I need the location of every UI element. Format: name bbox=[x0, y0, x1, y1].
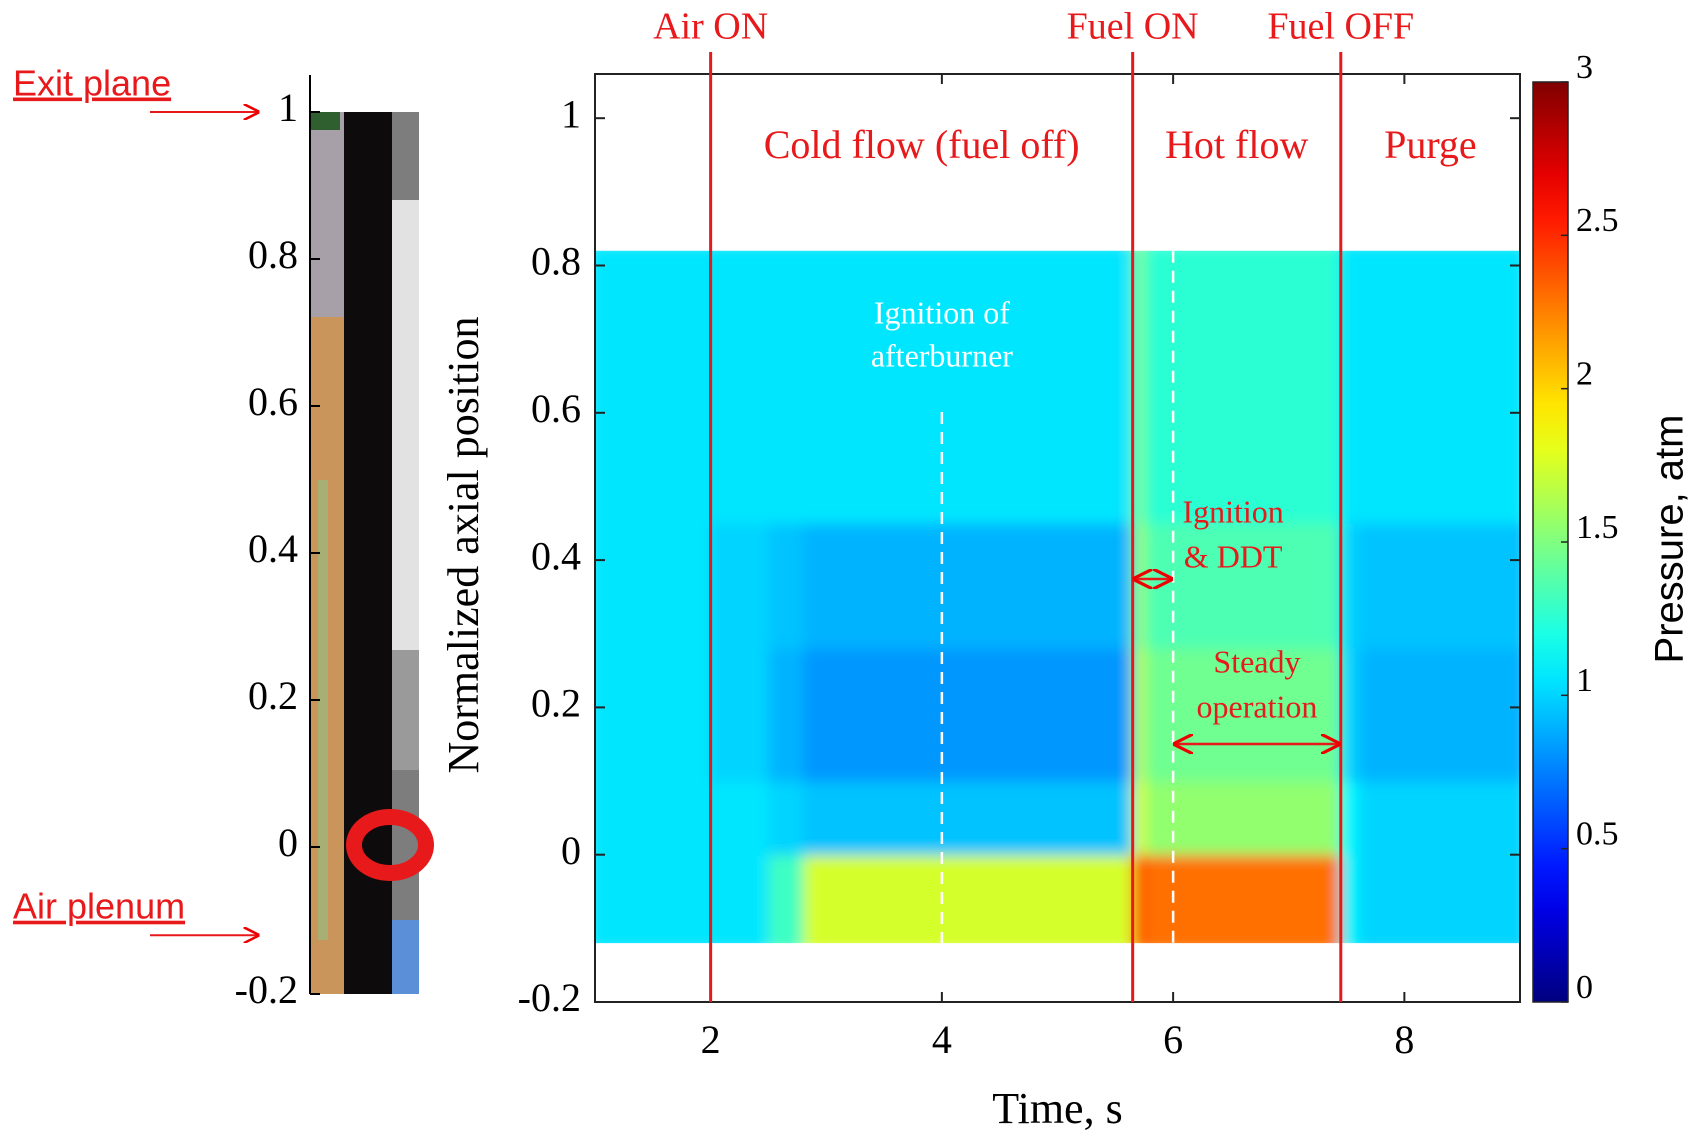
dashed-line-label: afterburner bbox=[871, 337, 1013, 373]
heatmap-cell bbox=[1340, 854, 1359, 944]
heatmap-cell bbox=[1340, 250, 1359, 524]
heatmap-cell bbox=[803, 781, 1134, 856]
x-tick-label: 6 bbox=[1163, 1017, 1183, 1062]
colorbar-tick-label: 1 bbox=[1576, 662, 1593, 699]
colorbar-tick-label: 2.5 bbox=[1576, 202, 1619, 239]
heatmap-cell bbox=[803, 523, 1134, 649]
y-tick-label: 0.8 bbox=[531, 239, 581, 284]
interval-label: operation bbox=[1197, 688, 1318, 724]
heatmap-cell bbox=[803, 250, 1134, 524]
y-tick-label: 0.4 bbox=[531, 533, 581, 578]
engine-photo bbox=[310, 112, 434, 994]
interval-label: Ignition bbox=[1182, 493, 1283, 529]
heatmap-cell bbox=[595, 781, 712, 856]
heatmap-cell bbox=[768, 781, 804, 856]
heatmap-cell bbox=[1132, 648, 1145, 782]
y-tick-label: 0.6 bbox=[248, 379, 298, 424]
heatmap-cell bbox=[595, 648, 712, 782]
x-tick-label: 2 bbox=[701, 1017, 721, 1062]
heatmap-cell bbox=[803, 648, 1134, 782]
y-tick-label: 0.8 bbox=[248, 232, 298, 277]
phase-label: Purge bbox=[1384, 122, 1477, 167]
heatmap-cell bbox=[710, 854, 769, 944]
heatmap-cell bbox=[1144, 523, 1342, 649]
y-tick-label: 0 bbox=[278, 820, 298, 865]
colorbar-tick-label: 3 bbox=[1576, 49, 1593, 86]
colorbar-tick-label: 1.5 bbox=[1576, 509, 1619, 546]
heatmap-cell bbox=[1340, 523, 1359, 649]
phase-label: Cold flow (fuel off) bbox=[764, 122, 1080, 167]
y-tick-label: 0.4 bbox=[248, 526, 298, 571]
phase-label: Hot flow bbox=[1165, 122, 1308, 167]
heatmap-cell bbox=[768, 648, 804, 782]
y-tick-label: -0.2 bbox=[235, 967, 298, 1012]
heatmap-cell bbox=[1132, 854, 1145, 944]
heatmap-cells bbox=[595, 250, 1520, 944]
heatmap-cell bbox=[595, 250, 712, 524]
y-tick-label: 1 bbox=[278, 85, 298, 130]
heatmap-cell bbox=[710, 648, 769, 782]
pressure-map: 2 4 6 8 -0.2 0 0.2 0.4 0.6 0.8 1 Time, s Normalized … bbox=[439, 6, 1691, 1133]
heatmap-cell bbox=[595, 854, 712, 944]
heatmap-smooth bbox=[595, 250, 1520, 944]
heatmap-cell bbox=[1144, 781, 1342, 856]
x-tick-label: 8 bbox=[1394, 1017, 1414, 1062]
dashed-line-label: Ignition of bbox=[874, 294, 1010, 330]
interval-label: & DDT bbox=[1184, 538, 1283, 574]
heatmap-cell bbox=[1132, 781, 1145, 856]
colorbar-tick-label: 0 bbox=[1576, 969, 1593, 1006]
heatmap-cell bbox=[768, 523, 804, 649]
heatmap-cell bbox=[1132, 523, 1145, 649]
annotation-label: Air plenum bbox=[13, 886, 185, 927]
colorbar-tick-label: 0.5 bbox=[1576, 815, 1619, 852]
y-tick-label: 0.6 bbox=[531, 386, 581, 431]
heatmap-cell bbox=[1144, 250, 1342, 524]
event-label: Air ON bbox=[653, 6, 768, 48]
interval-label: Steady bbox=[1213, 643, 1300, 679]
y-tick-label: 1 bbox=[561, 91, 581, 136]
heatmap-cell bbox=[710, 523, 769, 649]
y-tick-label: 0.2 bbox=[531, 681, 581, 726]
y-tick-label: 0 bbox=[561, 828, 581, 873]
event-label: Fuel ON bbox=[1067, 6, 1199, 48]
heatmap-cell bbox=[768, 854, 804, 944]
y-tick-label: 0.2 bbox=[248, 673, 298, 718]
heatmap-cell bbox=[1358, 250, 1520, 524]
heatmap-cell bbox=[1358, 854, 1520, 944]
heatmap-cell bbox=[1340, 781, 1359, 856]
y-tick-label: -0.2 bbox=[518, 975, 581, 1020]
plot-frame bbox=[594, 73, 1521, 1003]
strip-axis: -0.2 0 0.2 0.4 0.6 0.8 1 Exit plane Air plenum bbox=[13, 63, 320, 1012]
heatmap-cell bbox=[710, 250, 769, 524]
heatmap-cell bbox=[1132, 250, 1145, 524]
heatmap-cell bbox=[803, 854, 1134, 944]
heatmap-cell bbox=[595, 523, 712, 649]
heatmap-cell bbox=[768, 250, 804, 524]
event-label: Fuel OFF bbox=[1267, 6, 1414, 48]
colorbar-tick-label: 2 bbox=[1576, 355, 1593, 392]
heatmap-cell bbox=[710, 781, 769, 856]
heatmap-cell bbox=[1144, 854, 1342, 944]
heatmap-cell bbox=[1358, 781, 1520, 856]
annotation-label: Exit plane bbox=[13, 63, 171, 104]
heatmap-cell bbox=[1358, 523, 1520, 649]
x-tick-label: 4 bbox=[932, 1017, 952, 1062]
heatmap-cell bbox=[1358, 648, 1520, 782]
heatmap-cell bbox=[1144, 648, 1342, 782]
y-axis-title: Normalized axial position bbox=[439, 317, 488, 774]
colorbar-title: Pressure, atm bbox=[1648, 415, 1692, 664]
x-axis-title: Time, s bbox=[992, 1084, 1122, 1133]
heatmap-cell bbox=[1340, 648, 1359, 782]
